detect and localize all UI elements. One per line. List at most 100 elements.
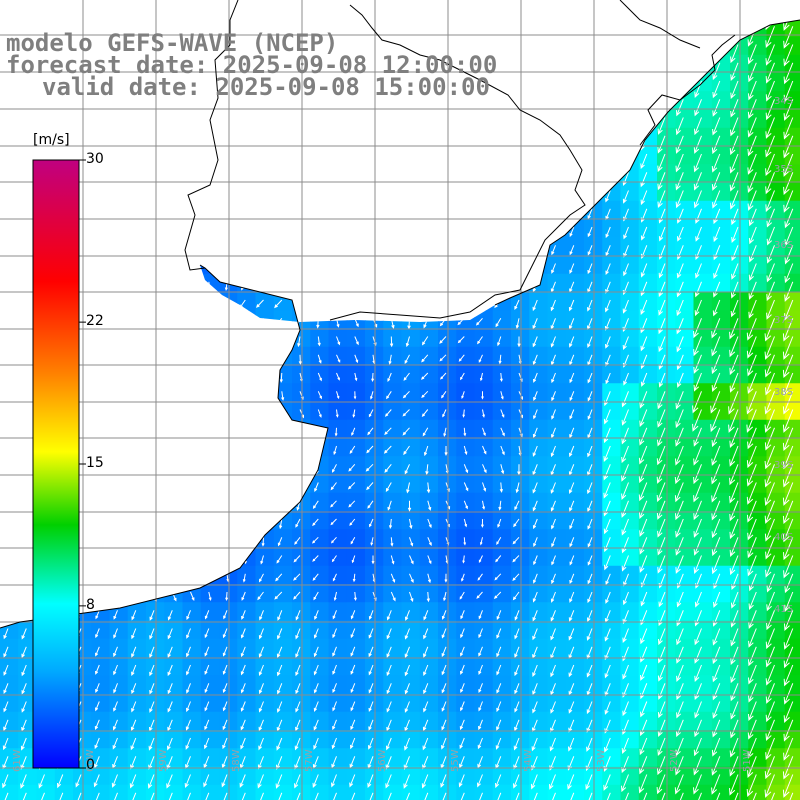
wind-cell xyxy=(511,748,530,768)
wind-arrow xyxy=(500,464,505,475)
wind-arrow xyxy=(765,172,775,195)
wind-cell xyxy=(602,492,622,512)
wind-arrow xyxy=(423,701,429,713)
wind-cell xyxy=(730,730,749,749)
wind-cell xyxy=(346,492,366,512)
wind-cell xyxy=(346,474,366,494)
wind-arrow xyxy=(764,445,775,470)
wind-cell xyxy=(766,383,786,403)
wind-arrow xyxy=(782,774,794,798)
wind-cell xyxy=(766,565,786,585)
wind-arrow xyxy=(426,591,430,603)
wind-cell xyxy=(565,456,585,476)
wind-arrow xyxy=(389,336,394,348)
wind-cell xyxy=(766,657,786,676)
wind-arrow xyxy=(221,756,228,769)
wind-arrow xyxy=(425,464,429,476)
wind-cell xyxy=(693,693,713,713)
wind-cell xyxy=(711,419,731,439)
wind-cell xyxy=(547,401,567,421)
lat-label: 34S xyxy=(774,96,793,107)
wind-arrow xyxy=(332,701,337,712)
wind-cell xyxy=(565,365,585,384)
wind-arrow xyxy=(479,372,483,382)
wind-cell xyxy=(511,565,530,585)
wind-arrow xyxy=(674,482,684,503)
wind-arrow xyxy=(693,500,702,521)
wind-arrow xyxy=(368,737,374,750)
wind-cell xyxy=(675,127,695,147)
wind-cell xyxy=(383,438,403,457)
wind-arrow xyxy=(782,482,794,506)
wind-cell xyxy=(109,748,129,768)
wind-cell xyxy=(365,784,384,800)
wind-arrow xyxy=(730,591,739,609)
wind-cell xyxy=(383,675,403,695)
wind-cell xyxy=(511,766,530,786)
wind-arrow xyxy=(95,628,100,639)
wind-arrow xyxy=(149,664,155,677)
wind-arrow xyxy=(204,683,210,694)
wind-arrow xyxy=(404,464,410,475)
wind-cell xyxy=(602,766,622,786)
wind-arrow xyxy=(460,628,465,639)
wind-cell xyxy=(0,638,19,658)
wind-arrow xyxy=(693,555,702,574)
wind-cell xyxy=(456,602,476,622)
wind-arrow xyxy=(695,226,702,242)
wind-arrow xyxy=(514,646,520,658)
wind-arrow xyxy=(623,263,629,277)
wind-arrow xyxy=(748,628,757,648)
wind-arrow xyxy=(783,62,794,85)
wind-cell xyxy=(456,438,476,457)
wind-cell xyxy=(657,565,676,585)
wind-arrow xyxy=(295,664,301,677)
wind-arrow xyxy=(640,336,648,352)
wind-arrow xyxy=(605,336,611,349)
wind-arrow xyxy=(495,555,502,563)
wind-cell xyxy=(346,383,366,403)
wind-cell xyxy=(164,711,184,731)
wind-cell xyxy=(365,766,384,786)
lat-label: 36S xyxy=(774,240,793,251)
wind-arrow xyxy=(477,573,483,581)
wind-cell xyxy=(584,328,603,348)
wind-cell xyxy=(365,474,384,494)
wind-arrow xyxy=(422,427,429,437)
wind-arrow xyxy=(622,591,629,606)
wind-cell xyxy=(383,693,403,713)
wind-cell xyxy=(383,784,403,800)
wind-arrow xyxy=(460,701,465,712)
wind-cell xyxy=(565,730,585,749)
wind-cell xyxy=(164,657,184,676)
wind-cell xyxy=(91,657,111,676)
wind-cell xyxy=(456,474,476,494)
wind-cell xyxy=(748,237,768,257)
wind-arrow xyxy=(711,537,721,557)
wind-cell xyxy=(438,492,457,512)
wind-arrow xyxy=(277,537,283,547)
wind-cell xyxy=(383,584,403,603)
wind-arrow xyxy=(621,464,629,482)
wind-arrow xyxy=(368,701,374,712)
lon-label: 52W xyxy=(669,749,680,772)
wind-arrow xyxy=(569,354,575,366)
wind-arrow xyxy=(439,354,447,362)
wind-cell xyxy=(766,237,786,257)
wind-cell xyxy=(438,328,457,348)
wind-cell xyxy=(328,383,348,403)
wind-cell xyxy=(584,273,603,293)
wind-cell xyxy=(529,511,549,530)
wind-cell xyxy=(657,310,676,330)
wind-cell xyxy=(584,237,603,257)
wind-cell xyxy=(620,456,640,476)
wind-arrow xyxy=(167,737,173,751)
wind-arrow xyxy=(747,153,757,175)
wind-arrow xyxy=(746,792,757,800)
wind-cell xyxy=(219,693,238,713)
wind-cell xyxy=(255,748,275,768)
wind-arrow xyxy=(94,719,100,731)
wind-arrow xyxy=(551,391,556,402)
wind-cell xyxy=(438,730,457,749)
